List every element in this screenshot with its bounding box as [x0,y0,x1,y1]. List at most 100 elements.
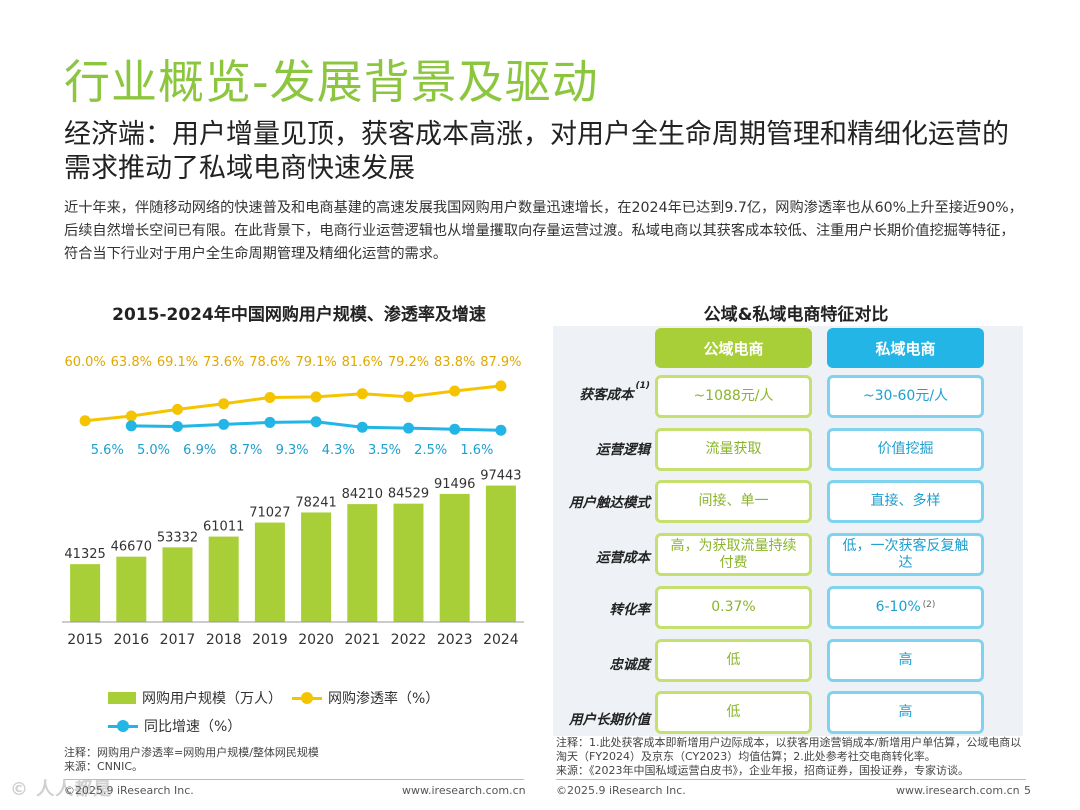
penetration-point-2020 [310,391,322,403]
bar-label-2020: 78241 [295,495,336,510]
growth-point-2021 [356,421,368,433]
comparison-source-line: 来源：《2023年中国私域运营白皮书》，企业年报，招商证券，国投证券，专家访谈。 [556,764,969,777]
penetration-label-2016: 63.8% [111,355,152,370]
legend-bar-swatch [108,692,136,704]
cell-private-operation-logic: 价值挖掘 [827,428,984,471]
bar-label-2021: 84210 [342,487,383,502]
legend-label-growth: 同比增速（%） [144,719,242,735]
penetration-label-2023: 83.8% [434,355,475,370]
x-tick-2020: 2020 [298,632,334,648]
row-label-reach-mode: 用户触达模式 [569,495,650,511]
growth-point-2022 [403,422,414,434]
page-number: 5 [1024,784,1031,797]
bar-2016 [116,556,147,622]
legend-growth-swatch [108,720,138,732]
footnote-marker: (2) [922,600,936,610]
cell-private-loyalty: 高 [827,639,984,682]
penetration-label-2015: 60.0% [64,355,105,370]
growth-point-2017 [172,421,183,432]
growth-label-2024: 1.6% [460,443,493,458]
x-tick-2017: 2017 [160,632,196,648]
footer-copyright-right: ©2025.9 iResearch Inc. [556,784,686,797]
x-tick-2022: 2022 [391,632,427,648]
growth-label-2017: 5.0% [137,443,170,458]
penetration-point-2017 [172,403,183,415]
x-tick-2018: 2018 [206,632,242,648]
bar-2015 [70,564,101,622]
bar-2017 [162,547,193,622]
cell-public-long-term-value: 低 [655,691,812,734]
chart-legend: 网购用户规模（万人） 网购渗透率（%） 同比增速（%） [108,684,449,740]
chart-note-line: 注释：网购用户渗透率=网购用户规模/整体网民规模 [64,746,319,759]
bar-label-2023: 91496 [434,477,475,492]
growth-label-2022: 3.5% [368,443,401,458]
bar-2023 [439,493,470,622]
row-label-text: 获客成本 [579,387,634,403]
growth-point-2020 [310,416,322,428]
public-ecommerce-header: 公域电商 [655,328,812,368]
growth-point-2018 [218,418,230,430]
footer-url-left: www.iresearch.com.cn [402,784,526,797]
cell-public-operation-cost: 高，为获取流量持续付费 [655,533,812,576]
chart-title: 2015-2024年中国网购用户规模、渗透率及增速 [112,305,486,325]
penetration-label-2020: 79.1% [295,355,336,370]
cell-public-operation-logic: 流量获取 [655,428,812,471]
footer-divider-left [64,779,524,780]
penetration-point-2018 [218,398,230,410]
penetration-label-2021: 81.6% [342,355,383,370]
growth-label-2020: 9.3% [276,443,309,458]
footer-divider-right [556,779,1026,780]
cell-private-operation-cost: 低，一次获客反复触达 [827,533,984,576]
bar-2019 [254,522,285,622]
growth-point-2019 [264,416,276,428]
bar-2024 [485,485,516,622]
bar-2020 [301,512,332,622]
penetration-point-2019 [264,392,276,403]
row-label-acquisition-cost: 获客成本(1) [548,381,651,403]
legend-item-growth: 同比增速（%） [108,716,241,736]
penetration-point-2024 [495,380,507,392]
penetration-label-2017: 69.1% [157,355,198,370]
penetration-label-2018: 73.6% [203,355,244,370]
bar-label-2019: 71027 [249,506,290,521]
cell-public-loyalty: 低 [655,639,812,682]
penetration-point-2021 [356,388,368,400]
comparison-note: 注释：1.此处获客成本即新增用户边际成本，以获客用途营销成本/新增用户单估算，公… [556,736,1026,778]
cell-public-conversion-rate: 0.37% [655,586,812,629]
user-scale-chart: 41325 46670 53332 61011 71027 78241 84210 84529… [62,355,524,648]
cell-private-acquisition-cost: ~30-60元/人 [827,375,984,418]
row-label-operation-cost: 运营成本 [596,550,650,566]
footer-copyright-left: ©2025.9 iResearch Inc. [64,784,194,797]
row-label-conversion-rate: 转化率 [609,602,651,618]
comparison-note-line: 注释：1.此处获客成本即新增用户边际成本，以获客用途营销成本/新增用户单估算，公… [556,736,1022,763]
penetration-point-2023 [449,385,461,397]
penetration-point-2016 [125,410,137,422]
page-subtitle: 经济端：用户增量见顶，获客成本高涨，对用户全生命周期管理和精细化运营的需求推动了… [64,119,1009,184]
growth-point-2024 [495,424,507,436]
intro-paragraph: 近十年来，伴随移动网络的快速普及和电商基建的高速发展我国网购用户数量迅速增长，在… [64,200,1023,262]
row-label-operation-logic: 运营逻辑 [596,442,650,458]
growth-label-2018: 6.9% [183,443,216,458]
cell-private-conversion-rate: 6-10% (2) [827,586,984,629]
row-label-loyalty: 忠诚度 [609,657,651,673]
growth-label-2016: 5.6% [91,443,124,458]
page-title: 行业概览-发展背景及驱动 [64,55,599,109]
bar-label-2015: 41325 [64,547,105,562]
footnote-marker: (1) [635,381,651,391]
x-tick-2016: 2016 [113,632,149,648]
bar-label-2017: 53332 [157,530,198,545]
growth-point-2023 [449,423,461,435]
watermark-logo: © 人人都是 [10,779,113,800]
penetration-label-2022: 79.2% [388,355,429,370]
bar-label-2024: 97443 [480,469,521,484]
cell-private-reach-mode: 直接、多样 [827,480,984,523]
bar-2018 [208,536,239,622]
x-tick-2023: 2023 [437,632,473,648]
cell-value: 6-10% [875,599,921,615]
growth-point-2016 [125,420,137,432]
cell-public-reach-mode: 间接、单一 [655,480,812,523]
bar-label-2016: 46670 [111,540,152,555]
bar-label-2022: 84529 [388,487,429,502]
bar-2022 [393,503,424,622]
comparison-title: 公域&私域电商特征对比 [703,305,889,325]
